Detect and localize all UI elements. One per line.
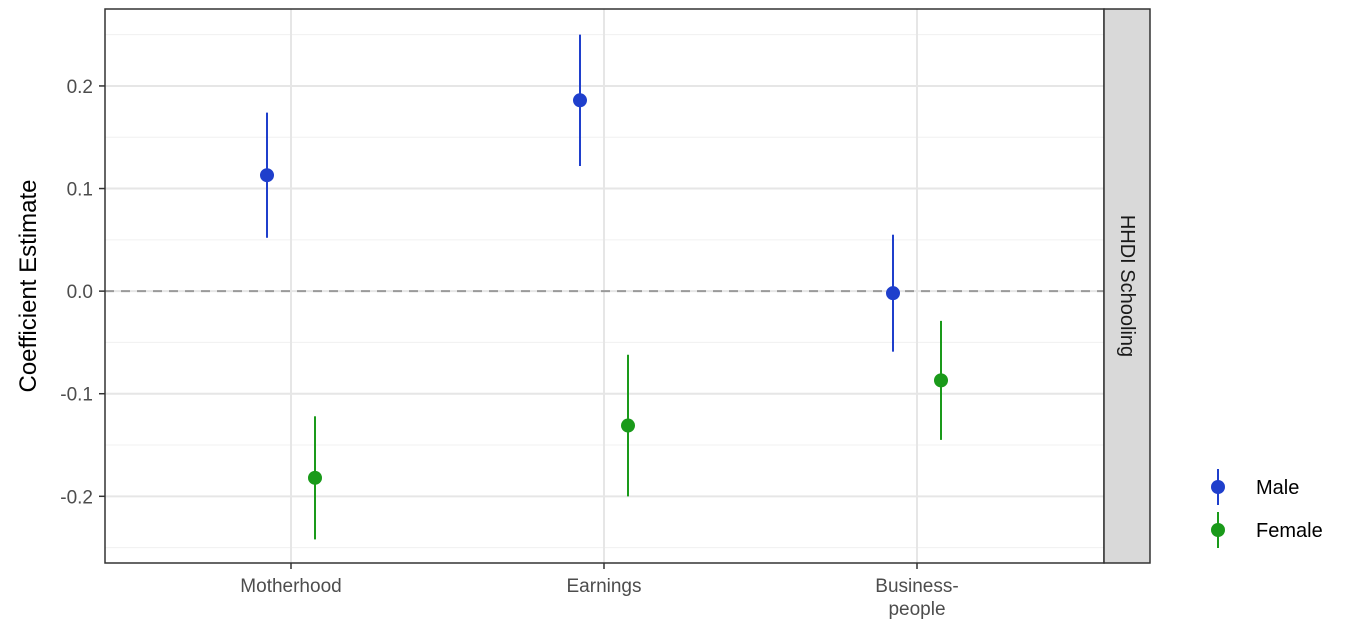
y-tick-label: -0.1	[60, 385, 93, 406]
legend-item-male: Male	[1211, 469, 1299, 505]
facet-strip: HHDI Schooling	[1103, 8, 1151, 564]
point-female	[308, 470, 322, 485]
x-axis-ticks: Motherhood Earnings Business-people	[240, 563, 959, 620]
y-tick-label: -0.2	[60, 487, 93, 508]
y-axis-ticks: 0.2 0.1 0.0 -0.1 -0.2	[60, 77, 105, 508]
y-axis-title: Coefficient Estimate	[15, 180, 42, 393]
y-tick-label: 0.2	[67, 77, 93, 98]
x-tick-label: Earnings	[567, 576, 642, 597]
y-tick-label: 0.0	[67, 282, 93, 303]
major-gridlines	[105, 9, 1104, 563]
data-points	[260, 93, 948, 485]
point-female	[621, 418, 635, 433]
legend-label: Female	[1256, 520, 1323, 542]
point-male	[573, 93, 587, 108]
point-male	[260, 168, 274, 183]
legend-key-point	[1211, 523, 1225, 537]
legend-label: Male	[1256, 477, 1299, 499]
point-male	[886, 286, 900, 301]
point-female	[934, 373, 948, 388]
y-tick-label: 0.1	[67, 180, 93, 201]
legend-key-point	[1211, 480, 1225, 494]
facet-strip-label: HHDI Schooling	[1116, 215, 1138, 357]
x-tick-label: Business-people	[875, 576, 958, 620]
legend: Male Female	[1211, 469, 1323, 548]
facet-strip-background	[1103, 8, 1151, 564]
legend-item-female: Female	[1211, 512, 1323, 548]
x-tick-label: Motherhood	[240, 576, 341, 597]
